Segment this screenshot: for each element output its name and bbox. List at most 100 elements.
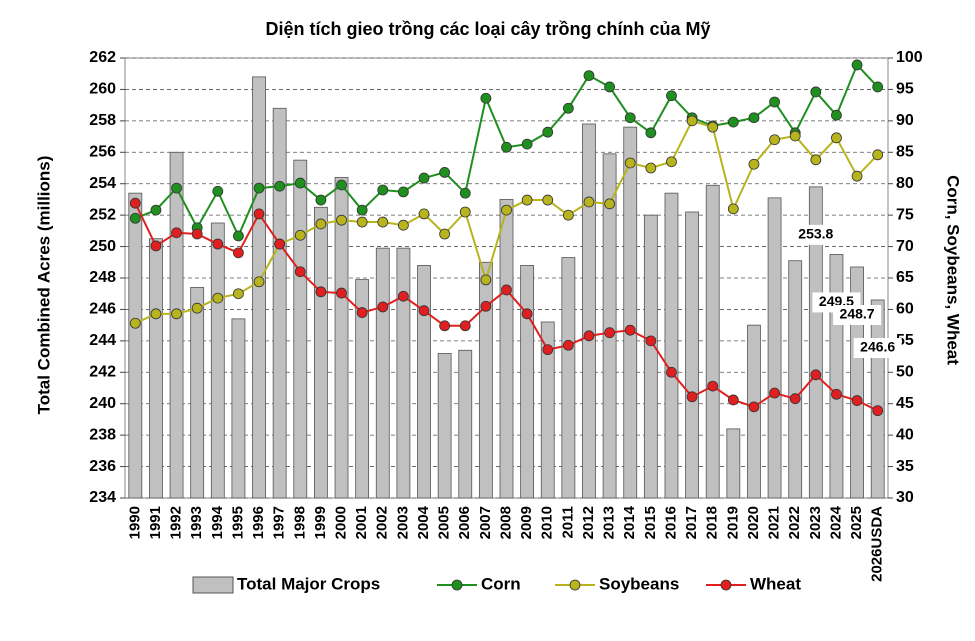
value-label-box — [853, 338, 902, 358]
bar — [788, 260, 803, 499]
x-tick-label: 2003 — [394, 506, 411, 539]
x-tick-label: 2026USDA — [869, 506, 886, 582]
marker — [562, 209, 574, 221]
y2-axis-title: Corn, Soybeans, Wheat — [944, 175, 963, 365]
marker — [212, 292, 224, 304]
x-tick-label: 1999 — [312, 506, 329, 539]
x-tick-label: 2015 — [642, 506, 659, 539]
y-tick-label: 242 — [89, 364, 116, 381]
marker — [150, 308, 162, 320]
y2-tick-label: 40 — [896, 426, 914, 443]
legend-marker — [569, 579, 581, 591]
marker — [356, 204, 368, 216]
x-tick-label: 2019 — [724, 506, 741, 539]
bar — [437, 353, 452, 499]
marker — [480, 300, 492, 312]
bar — [602, 153, 617, 499]
value-label-box — [833, 305, 882, 325]
marker — [439, 166, 451, 178]
marker — [253, 182, 265, 194]
marker — [810, 86, 822, 98]
value-label: 246.6 — [860, 339, 895, 355]
x-tick-label: 2012 — [580, 506, 597, 539]
x-tick-label: 1998 — [291, 506, 308, 539]
x-tick-label: 2010 — [539, 506, 556, 539]
marker — [294, 266, 306, 278]
bar — [499, 199, 514, 499]
marker — [336, 214, 347, 226]
bar — [375, 247, 390, 499]
y2-tick-label: 85 — [896, 144, 914, 161]
marker — [336, 179, 347, 191]
marker — [439, 320, 451, 332]
x-tick-label: 2009 — [518, 506, 535, 539]
marker — [171, 308, 182, 320]
marker — [418, 172, 430, 184]
marker — [831, 109, 842, 121]
marker — [831, 132, 842, 144]
marker — [233, 288, 244, 300]
bar — [520, 265, 535, 499]
marker — [851, 59, 863, 71]
legend-swatch — [192, 576, 234, 594]
marker — [212, 238, 224, 250]
marker — [501, 284, 512, 296]
x-tick-label: 2001 — [353, 506, 370, 539]
marker — [562, 102, 574, 114]
marker — [418, 305, 430, 317]
x-tick-label: 2020 — [745, 506, 762, 539]
marker — [459, 206, 471, 218]
x-tick-label: 2021 — [766, 506, 783, 539]
x-tick-label: 2018 — [704, 506, 721, 539]
x-tick-label: 1996 — [250, 506, 267, 539]
marker — [583, 330, 595, 342]
value-label: 253.8 — [798, 226, 833, 242]
x-tick-label: 2014 — [621, 505, 638, 539]
marker — [129, 197, 141, 209]
bar — [478, 261, 493, 499]
marker — [789, 393, 801, 405]
y-tick-label: 252 — [89, 206, 116, 223]
marker — [583, 196, 595, 208]
bar — [870, 299, 885, 499]
marker — [501, 141, 512, 153]
y2-tick-label: 60 — [896, 301, 914, 318]
marker — [377, 184, 389, 196]
marker — [645, 162, 657, 174]
marker — [624, 157, 636, 169]
marker — [542, 344, 554, 356]
marker — [666, 156, 677, 168]
marker — [212, 185, 224, 197]
marker — [707, 121, 719, 133]
marker — [253, 276, 265, 288]
x-tick-label: 1990 — [126, 506, 143, 539]
marker — [686, 115, 698, 127]
marker — [769, 134, 780, 146]
bar — [767, 197, 782, 499]
bar — [726, 428, 741, 499]
y-tick-label: 256 — [89, 144, 116, 161]
x-tick-label: 1993 — [188, 506, 205, 539]
marker — [789, 130, 801, 142]
marker — [480, 92, 492, 104]
marker — [191, 228, 203, 240]
bar — [685, 211, 699, 499]
marker — [645, 335, 657, 347]
chart-title: Diện tích gieo trồng các loại cây trồng … — [265, 19, 710, 39]
legend-label: Wheat — [750, 574, 801, 593]
bar — [808, 186, 823, 499]
x-tick-label: 2024 — [827, 505, 844, 539]
marker — [377, 301, 389, 313]
x-tick-label: 2017 — [683, 506, 700, 539]
marker — [727, 116, 739, 128]
x-tick-label: 2023 — [807, 506, 824, 539]
y2-tick-label: 30 — [896, 489, 914, 506]
x-tick-label: 2016 — [662, 506, 679, 539]
bar — [293, 159, 308, 499]
bar — [355, 279, 370, 499]
marker — [521, 308, 533, 320]
value-label-box — [791, 224, 840, 245]
y-tick-label: 236 — [89, 458, 116, 475]
marker — [253, 208, 265, 220]
marker — [542, 126, 554, 138]
